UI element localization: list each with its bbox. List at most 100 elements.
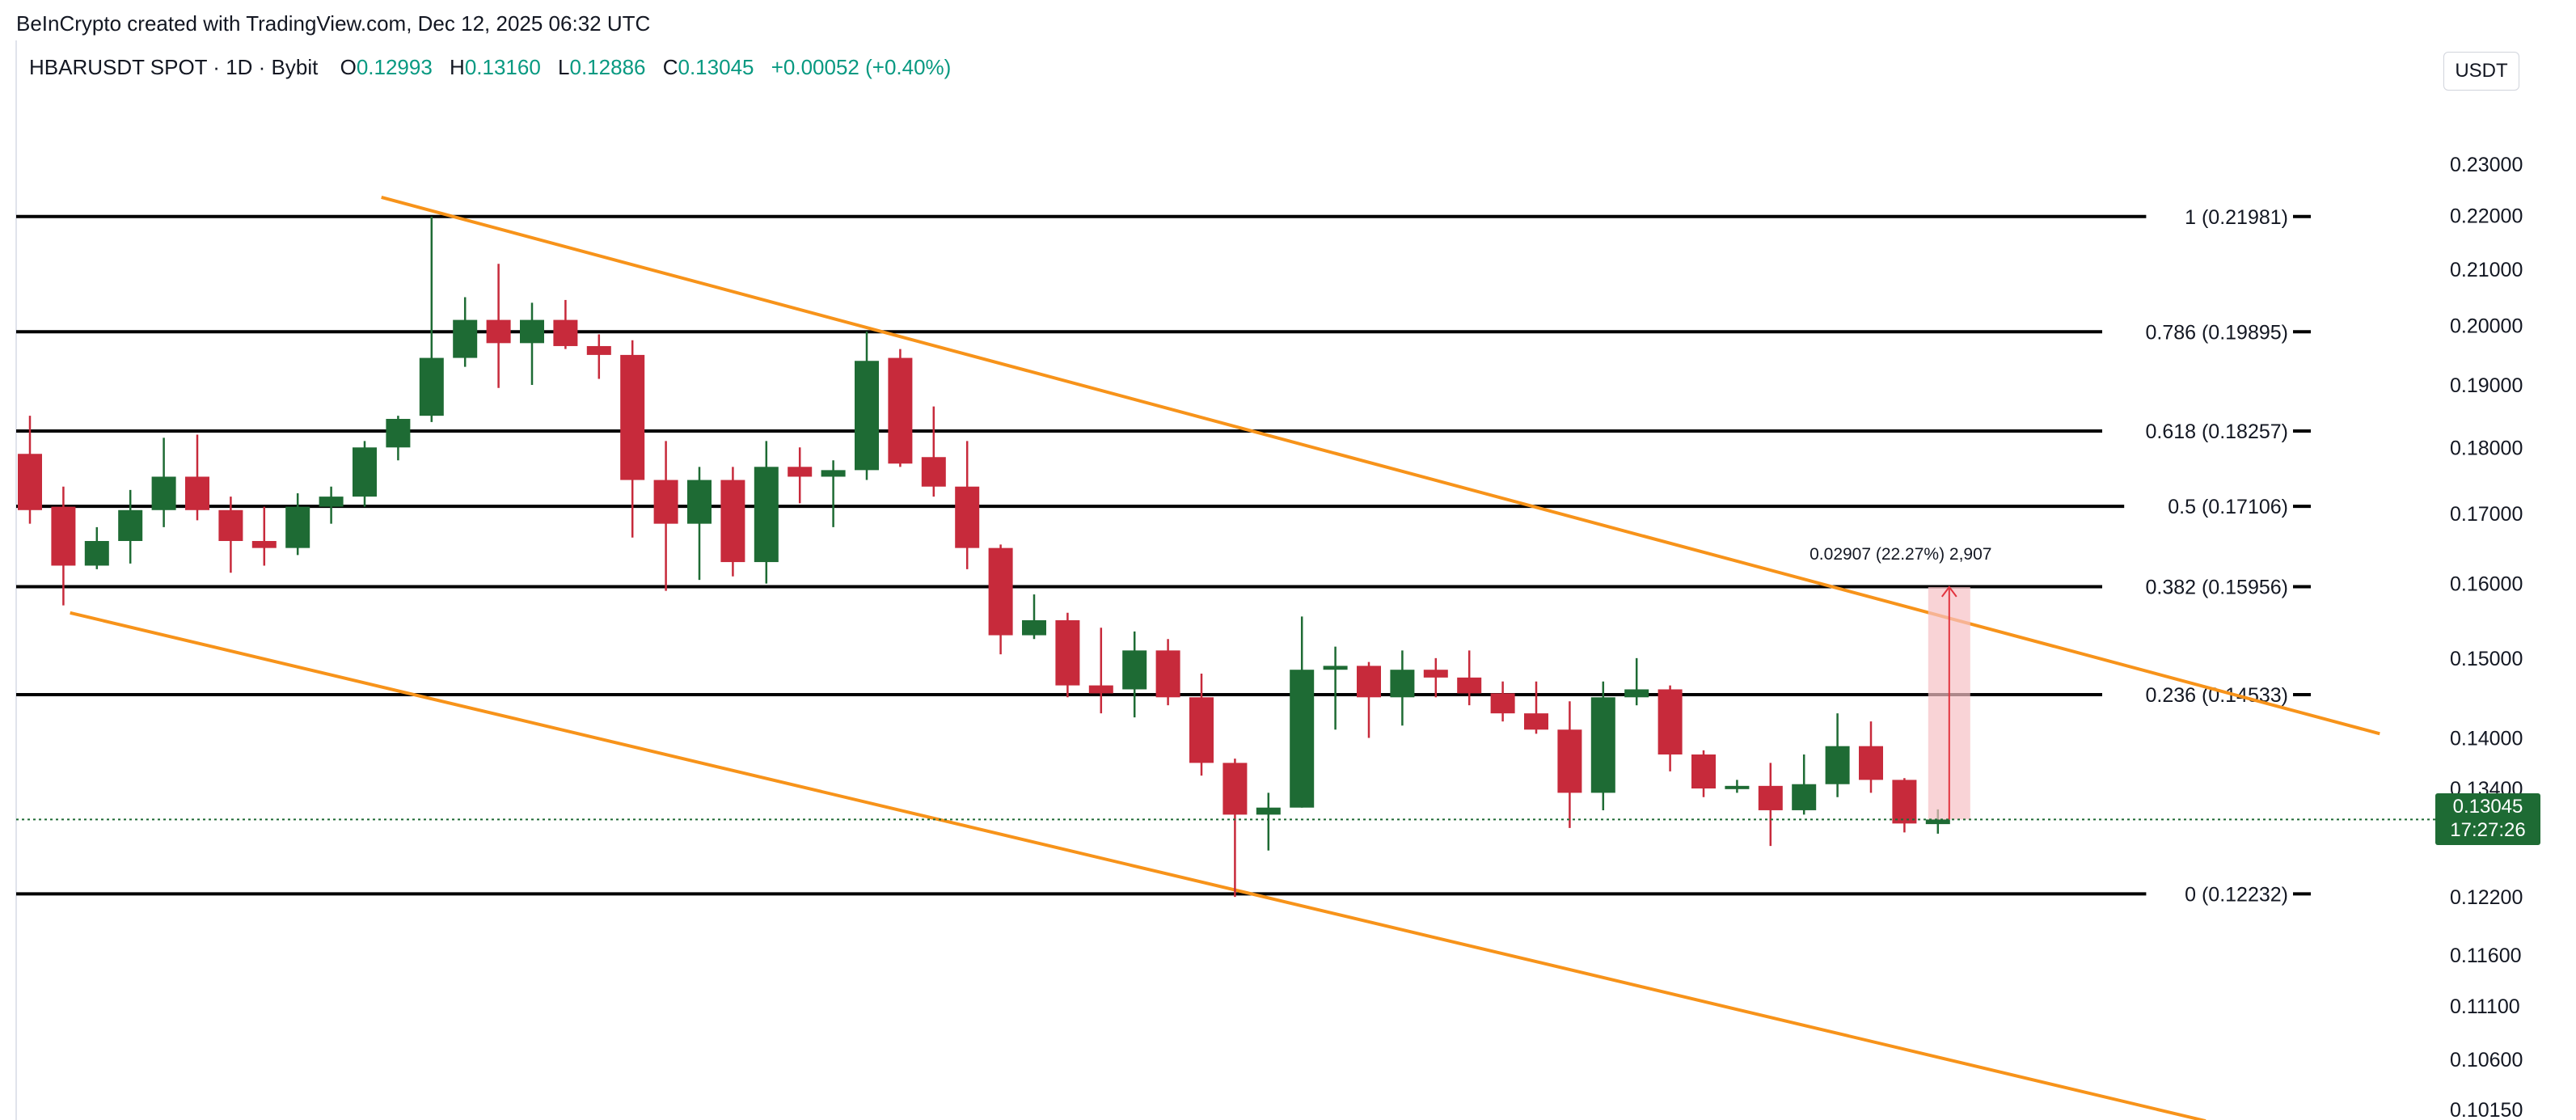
candle-body [1758, 785, 1783, 810]
high-label: H [450, 55, 465, 79]
candle-body [185, 476, 209, 510]
candle-body [1825, 746, 1850, 784]
fib-label-0-382: 0.382 (0.15956) [2145, 577, 2288, 599]
descending-channel[interactable] [70, 196, 2380, 1120]
candle-body [1725, 785, 1750, 789]
change-value: +0.00052 (+0.40%) [771, 55, 952, 79]
candle-body [1155, 650, 1180, 698]
candle-body [1390, 670, 1415, 698]
candle-body [687, 480, 712, 524]
candle-body [1223, 763, 1248, 815]
y-tick-label: 0.14000 [2450, 727, 2523, 750]
open-value: 0.12993 [356, 55, 433, 79]
candle-body [486, 319, 511, 344]
price-range-measure[interactable]: 0.02907 (22.27%) 2,907 [1810, 545, 1991, 820]
candle-body [1658, 689, 1683, 755]
price-axis[interactable]: 0.23000 0.22000 0.21000 0.20000 0.19000 0.180… [2450, 154, 2523, 1120]
candle-body [1055, 619, 1080, 686]
candle-body [1490, 693, 1515, 714]
candle-body [1524, 713, 1548, 730]
open-label: O [340, 55, 357, 79]
y-tick-label: 0.19000 [2450, 374, 2523, 397]
low-value: 0.12886 [569, 55, 646, 79]
candle-body [720, 480, 745, 563]
candle-body [988, 547, 1013, 636]
bar-countdown: 17:27:26 [2450, 819, 2526, 842]
candle-body [1357, 666, 1381, 698]
candle-body [1691, 754, 1716, 789]
close-value: 0.13045 [678, 55, 754, 79]
y-tick-label: 0.12200 [2450, 886, 2523, 909]
channel-upper-line [381, 196, 2380, 736]
y-tick-label: 0.20000 [2450, 315, 2523, 338]
measure-label: 0.02907 (22.27%) 2,907 [1810, 545, 1991, 564]
close-label: C [662, 55, 678, 79]
candle-body [353, 447, 377, 497]
low-label: L [558, 55, 570, 79]
fib-label-0-5: 0.5 (0.17106) [2168, 496, 2288, 518]
candle-body [1792, 784, 1817, 810]
y-tick-label: 0.17000 [2450, 503, 2523, 526]
candle-body [1624, 689, 1649, 698]
last-price-tag: 0.13045 17:27:26 [2435, 793, 2540, 846]
fib-label-0: 0 (0.12232) [2185, 883, 2288, 906]
candle-body [84, 541, 109, 566]
candle-body [285, 506, 310, 548]
y-tick-label: 0.18000 [2450, 437, 2523, 459]
candle-body [620, 354, 645, 480]
y-tick-label: 0.15000 [2450, 648, 2523, 670]
y-tick-label: 0.22000 [2450, 205, 2523, 228]
measure-arrow-head [1941, 585, 1957, 598]
y-tick-label: 0.10150 [2450, 1099, 2523, 1120]
y-tick-label: 0.21000 [2450, 259, 2523, 281]
y-tick-label: 0.23000 [2450, 154, 2523, 176]
fib-label-1: 1 (0.21981) [2185, 206, 2288, 229]
candle-body [1323, 666, 1348, 670]
candle-body [319, 497, 344, 507]
candle-body [1859, 746, 1883, 780]
candle-body [51, 506, 76, 566]
last-price-value: 0.13045 [2452, 796, 2523, 818]
high-value: 0.13160 [464, 55, 541, 79]
candle-body [1457, 677, 1482, 694]
candle-body [921, 457, 946, 487]
candle-body [821, 470, 846, 477]
y-tick-label: 0.16000 [2450, 573, 2523, 596]
candle-body [453, 319, 478, 358]
candle-body [1892, 780, 1917, 824]
y-tick-label: 0.11600 [2450, 945, 2522, 967]
ohlc-legend: HBARUSDT SPOT · 1D · Bybit O0.12993 H0.1… [29, 55, 951, 80]
fib-label-0-618: 0.618 (0.18257) [2145, 421, 2288, 443]
candle-body [218, 509, 243, 542]
candle-body [386, 419, 411, 448]
fib-label-0-786: 0.786 (0.19895) [2145, 321, 2288, 344]
candle-body [1590, 697, 1615, 793]
candle-body [251, 541, 277, 548]
candle-body [151, 476, 176, 510]
candle-body [419, 357, 444, 416]
candle-body [855, 361, 879, 471]
candle-body [520, 319, 544, 344]
y-tick-label: 0.10600 [2450, 1049, 2523, 1071]
candle-body [1088, 685, 1113, 694]
candle-body [553, 319, 578, 346]
candle-body [788, 467, 813, 477]
candle-body [1925, 819, 1950, 825]
candle-body [1256, 807, 1281, 815]
candle-body [1557, 729, 1582, 793]
candle-body [888, 357, 913, 464]
candle-body [586, 345, 611, 355]
candle-body [1122, 650, 1147, 690]
candle-body [118, 509, 143, 542]
symbol-title[interactable]: HBARUSDT SPOT · 1D · Bybit [29, 55, 319, 79]
fibonacci-retracement[interactable]: 1 (0.21981) 0.786 (0.19895) 0.618 (0.18257… [16, 206, 2311, 907]
currency-button[interactable]: USDT [2443, 52, 2519, 91]
candle-body [955, 486, 980, 548]
candle-body [1189, 697, 1214, 763]
candle-body [754, 467, 779, 563]
candle-body [1290, 670, 1315, 808]
candle-body [1423, 670, 1448, 678]
attribution-text: BeInCrypto created with TradingView.com,… [16, 11, 651, 36]
y-tick-label: 0.11100 [2450, 995, 2520, 1018]
